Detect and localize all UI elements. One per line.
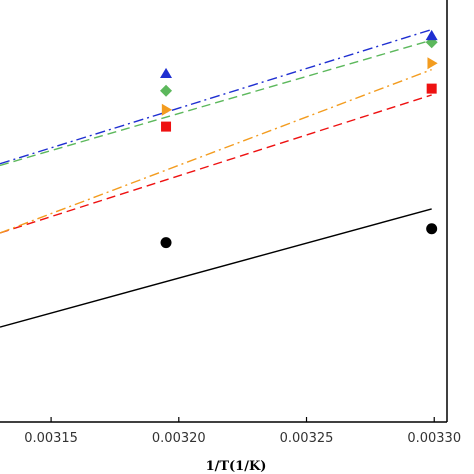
x-tick-label-4: 0.00330	[407, 431, 461, 446]
point-2-2	[426, 83, 437, 94]
x-tick-label-1: 0.00315	[24, 431, 78, 446]
point-5-1	[160, 67, 173, 79]
fit-line-1	[0, 208, 432, 328]
point-4-1	[160, 84, 173, 97]
x-axis-title: 1/T(1/K)	[206, 459, 267, 474]
point-3-1	[161, 103, 173, 116]
axes: 0.00315 0.00320 0.00325 0.00330	[0, 0, 461, 446]
fit-line-2	[0, 94, 432, 234]
point-2-1	[161, 121, 172, 132]
fit-line-4	[0, 39, 432, 167]
x-tick-label-3: 0.00325	[280, 431, 334, 446]
fit-lines	[0, 28, 432, 328]
x-tick-label-2: 0.00320	[152, 431, 206, 446]
fit-line-3	[0, 68, 432, 234]
data-markers	[160, 29, 438, 249]
fit-line-5	[0, 28, 432, 165]
point-1-1	[160, 237, 172, 249]
point-3-2	[427, 57, 438, 70]
point-5-2	[425, 29, 438, 41]
point-1-2	[426, 223, 438, 235]
